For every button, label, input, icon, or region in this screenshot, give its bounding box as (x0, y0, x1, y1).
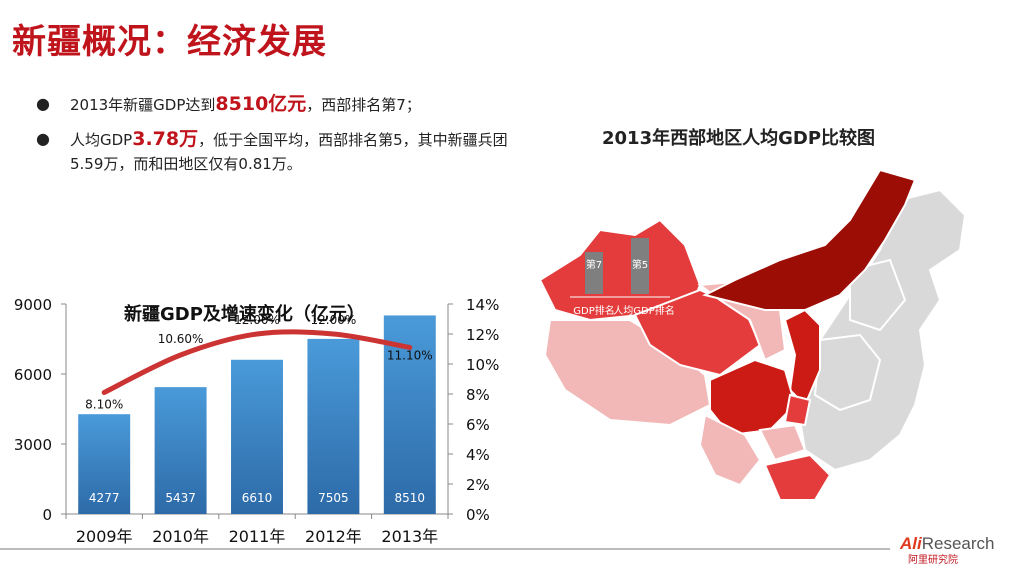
brand-logo-ali: Ali (900, 534, 922, 553)
gdp-chart: 0 3000 6000 9000 0% 2% 4% 6% 8% 10% 12% 14% 4277 2009… (14, 296, 500, 546)
chart-bar-value: 8510 (395, 491, 426, 505)
chart-growth-line (101, 329, 413, 395)
bullet-list: ● 2013年新疆GDP达到8510亿元，西部排名第7； ● 人均GDP3.78… (36, 92, 516, 186)
chart-growth-label: 8.10% (85, 398, 123, 412)
bullet-text: 人均GDP (70, 131, 133, 149)
chart-category-label: 2013年 (381, 527, 438, 546)
chart-tick-label-right: 12% (466, 326, 499, 344)
chart-growth-label: 12.00% (311, 313, 357, 327)
bullet-dot-icon: ● (36, 94, 50, 113)
map-rank-text: 第7 (586, 258, 602, 271)
chart-tick-label-left: 6000 (14, 366, 52, 384)
map-region-chongqing (783, 393, 812, 427)
map-title: 2013年西部地区人均GDP比较图 (602, 128, 876, 149)
brand-logo-rest: Research (921, 534, 995, 553)
chart-title: 新疆GDP及增速变化（亿元） (124, 304, 365, 325)
chart-growth-label: 10.60% (158, 332, 204, 346)
chart-bar (307, 338, 360, 514)
chart-tick-label-left: 0 (42, 506, 52, 524)
footer-divider (0, 548, 890, 550)
chart-bar-value: 6610 (242, 491, 273, 505)
map-region-shaanxi (783, 308, 821, 407)
map-rank-caption: 人均GDP排名 (613, 304, 674, 317)
chart-category-label: 2012年 (305, 527, 362, 546)
chart-tick-label-right: 2% (466, 476, 490, 494)
map-region-guangxi (763, 453, 832, 501)
chart-growth-label: 12.00% (234, 313, 280, 327)
map-region-inner-mongolia (702, 168, 917, 311)
bullet-text: 2013年新疆GDP达到 (70, 96, 216, 114)
bullet-item: ● 2013年新疆GDP达到8510亿元，西部排名第7； (36, 92, 516, 117)
chart-tick-label-right: 10% (466, 356, 499, 374)
chart-tick-label-right: 14% (466, 296, 499, 314)
chart-tick-label-right: 8% (466, 386, 490, 404)
chart-bar-value: 7505 (318, 491, 349, 505)
map-rank-caption: GDP排名 (573, 304, 614, 317)
brand-logo: AliResearch 阿里研究院 (900, 534, 995, 566)
chart-bar (154, 387, 207, 514)
map-region-guizhou (758, 423, 807, 462)
brand-logo-sub: 阿里研究院 (908, 555, 958, 566)
chart-category-label: 2009年 (76, 527, 133, 546)
map-rank-bar (585, 252, 603, 294)
chart-tick-label-left: 9000 (14, 296, 52, 314)
western-region-map: 第7 第5 GDP排名 人均GDP排名 (538, 168, 967, 501)
page-title: 新疆概况：经济发展 (12, 22, 327, 62)
map-region-yunnan (698, 413, 762, 487)
bullet-item: ● 人均GDP3.78万，低于全国平均，西部排名第5，其中新疆兵团5.59万，而… (36, 127, 516, 176)
chart-tick-label-right: 6% (466, 416, 490, 434)
map-region-sichuan (709, 358, 797, 437)
map-rank-bar (631, 238, 649, 294)
bullet-dot-icon: ● (36, 129, 50, 148)
map-region-east (813, 333, 882, 412)
chart-category-label: 2011年 (229, 527, 286, 546)
chart-tick-label-left: 3000 (14, 436, 52, 454)
chart-bar-value: 4277 (89, 491, 120, 505)
map-region-xinjiang (538, 218, 702, 322)
map-region-east (849, 258, 907, 332)
chart-bar (78, 414, 131, 514)
chart-category-label: 2010年 (152, 527, 209, 546)
chart-tick-label-right: 0% (466, 506, 490, 524)
bullet-highlight: 3.78万 (132, 128, 199, 150)
bullet-text: ，西部排名第7； (306, 96, 421, 114)
map-rank-text: 第5 (632, 258, 648, 271)
chart-tick-label-right: 4% (466, 446, 490, 464)
bullet-highlight: 8510亿元 (215, 93, 307, 115)
chart-bar (231, 359, 283, 514)
chart-growth-label: 11.10% (387, 349, 433, 363)
bullet-text: ，低于全国平均，西部排名第5，其中新疆兵团5.59万，而和田地区仅有0.81万。 (70, 131, 508, 173)
chart-bar-value: 5437 (165, 491, 196, 505)
